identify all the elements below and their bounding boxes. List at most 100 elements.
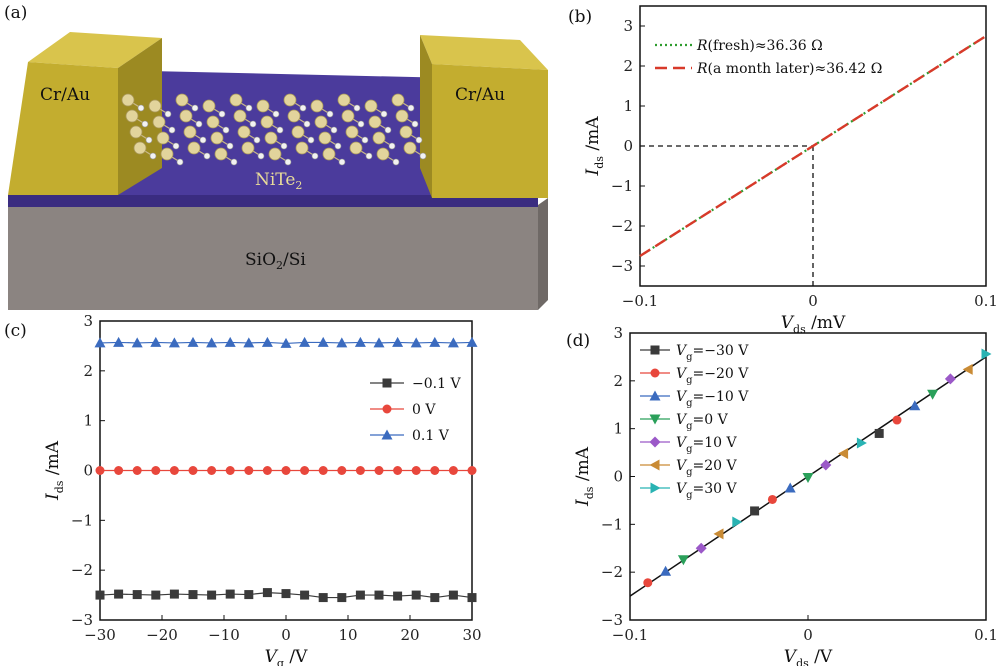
data-point <box>909 400 921 411</box>
te-atom <box>349 141 363 155</box>
te-atom <box>295 141 309 155</box>
ni-atom <box>203 152 211 160</box>
x-tick-label: −30 <box>84 626 116 644</box>
ni-atom <box>168 126 176 134</box>
right-contact-label: Cr/Au <box>455 85 505 105</box>
legend-entry: Vg=−30 V <box>676 343 749 363</box>
te-atom <box>133 141 147 155</box>
ni-atom <box>303 120 311 128</box>
data-point <box>393 591 403 601</box>
data-point <box>466 336 478 347</box>
x-tick-label: 0 <box>281 626 291 644</box>
data-point <box>767 494 777 504</box>
data-point <box>660 565 672 576</box>
data-point <box>261 336 273 347</box>
te-atom <box>125 109 139 123</box>
te-atom <box>210 131 224 145</box>
te-atom <box>241 141 255 155</box>
ni-atom <box>415 136 423 144</box>
data-point <box>224 336 236 347</box>
nite2-crystal-atoms <box>121 93 427 166</box>
ni-atom <box>338 158 346 166</box>
panel-c-label: (c) <box>4 321 27 341</box>
ni-atom <box>141 120 149 128</box>
data-point <box>113 336 125 347</box>
data-point <box>467 593 477 603</box>
ni-atom <box>226 142 234 150</box>
channel-layer-front <box>8 195 538 207</box>
data-point <box>802 472 814 483</box>
ni-atom <box>299 104 307 112</box>
te-atom <box>156 131 170 145</box>
y-tick-label: 2 <box>613 372 623 390</box>
y-tick-label: 3 <box>613 324 623 342</box>
ni-atom <box>172 142 180 150</box>
data-point <box>151 466 161 475</box>
data-point <box>750 506 760 516</box>
data-point <box>300 466 310 475</box>
data-point <box>411 466 421 475</box>
ni-atom <box>326 110 334 118</box>
ni-atom <box>411 120 419 128</box>
ni-atom <box>361 136 369 144</box>
data-point <box>374 590 384 600</box>
legend-swatch-marker <box>650 368 660 378</box>
data-point <box>114 466 124 475</box>
legend-swatch-marker <box>650 345 660 355</box>
channel-label: NiTe2 <box>255 170 302 192</box>
data-point <box>448 590 458 600</box>
te-atom <box>179 109 193 123</box>
y-tick-label: 3 <box>83 312 93 330</box>
data-point <box>280 337 292 348</box>
data-point <box>677 555 689 566</box>
te-atom <box>229 93 243 107</box>
ni-atom <box>330 126 338 134</box>
right-contact-top <box>420 35 548 70</box>
legend-swatch-marker <box>382 378 392 388</box>
data-point <box>874 428 884 438</box>
te-atom <box>310 99 324 113</box>
ni-atom <box>365 152 373 160</box>
te-atom <box>268 147 282 161</box>
data-point <box>393 466 403 475</box>
panel-b-label: (b) <box>568 7 592 27</box>
data-point <box>892 415 902 425</box>
data-point <box>317 336 329 347</box>
legend-entry: −0.1 V <box>412 376 461 392</box>
data-point <box>168 337 180 348</box>
data-point <box>188 590 198 600</box>
te-atom <box>183 125 197 139</box>
data-point <box>392 336 404 347</box>
y-tick-label: 2 <box>623 57 633 75</box>
ni-atom <box>253 136 261 144</box>
y-tick-label: 1 <box>83 412 93 430</box>
panel-a: (a) Cr/Au Cr/Au NiTe2 SiO2/Si <box>4 3 548 310</box>
legend-entry: Vg=−20 V <box>676 366 749 386</box>
y-tick-label: −3 <box>611 257 633 275</box>
data-point <box>354 336 366 347</box>
data-point <box>114 589 124 599</box>
legend-swatch-marker <box>649 390 661 401</box>
data-point <box>856 437 867 449</box>
panel-d-y-axis-label: Ids /mA <box>573 446 596 507</box>
ni-atom <box>137 104 145 112</box>
data-point <box>355 466 365 475</box>
te-atom <box>368 115 382 129</box>
data-point <box>262 588 272 598</box>
data-point <box>962 363 973 375</box>
left-contact-top <box>28 32 162 68</box>
ni-atom <box>280 142 288 150</box>
ni-atom <box>145 136 153 144</box>
data-point <box>206 337 218 348</box>
ni-atom <box>191 104 199 112</box>
data-point <box>838 448 849 460</box>
ni-atom <box>257 152 265 160</box>
x-tick-label: −0.1 <box>612 626 648 644</box>
ni-atom <box>284 158 292 166</box>
ni-atom <box>353 104 361 112</box>
data-point <box>95 466 105 475</box>
panel-c-y-axis-label: Ids /mA <box>43 440 66 501</box>
te-atom <box>121 93 135 107</box>
data-point <box>820 459 832 471</box>
